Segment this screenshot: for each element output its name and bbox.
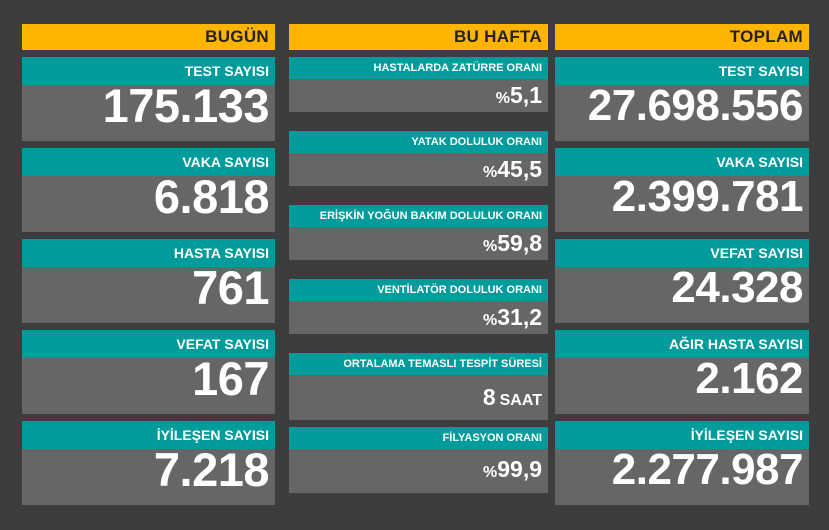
total-case-value: 2.399.781 bbox=[611, 172, 804, 221]
total-critical-value: 2.162 bbox=[695, 354, 803, 403]
percent-sign: % bbox=[483, 464, 498, 481]
total-recovered-card: İYİLEŞEN SAYISI 2.277.987 bbox=[555, 421, 809, 505]
percent-sign: % bbox=[495, 90, 511, 107]
total-recovered-label: İYİLEŞEN SAYISI bbox=[555, 421, 809, 449]
week-icu-label: ERİŞKİN YOĞUN BAKIM DOLULUK ORANI bbox=[289, 205, 548, 227]
total-case-card: VAKA SAYISI 2.399.781 bbox=[555, 148, 809, 232]
week-icu-card: ERİŞKİN YOĞUN BAKIM DOLULUK ORANI %59,8 bbox=[289, 205, 548, 260]
percent-sign: % bbox=[483, 164, 498, 181]
week-bed-label: YATAK DOLULUK ORANI bbox=[289, 131, 548, 153]
week-ventilator-value: %31,2 bbox=[289, 301, 548, 337]
total-death-label: VEFAT SAYISI bbox=[555, 239, 809, 267]
total-recovered-value: 2.277.987 bbox=[611, 445, 804, 494]
today-patient-card: HASTA SAYISI 761 bbox=[22, 239, 275, 323]
week-contact-card: ORTALAMA TEMASLI TESPİT SÜRESİ 8 SAAT bbox=[289, 353, 548, 420]
today-case-label: VAKA SAYISI bbox=[22, 148, 275, 176]
today-test-value: 175.133 bbox=[102, 79, 270, 132]
week-filiation-label: FİLYASYON ORANI bbox=[289, 427, 548, 449]
today-death-value: 167 bbox=[192, 352, 269, 405]
week-contact-unit: SAAT bbox=[499, 392, 542, 409]
today-recovered-value: 7.218 bbox=[153, 443, 270, 496]
total-test-label: TEST SAYISI bbox=[555, 57, 809, 85]
week-bed-number: 45,5 bbox=[497, 156, 542, 182]
week-filiation-number: 99,9 bbox=[497, 456, 542, 482]
today-case-card: VAKA SAYISI 6.818 bbox=[22, 148, 275, 232]
today-patient-value: 761 bbox=[192, 261, 269, 314]
week-pneumonia-label: HASTALARDA ZATÜRRE ORANI bbox=[289, 57, 548, 79]
week-ventilator-number: 31,2 bbox=[497, 304, 542, 330]
week-filiation-value: %99,9 bbox=[289, 449, 548, 493]
today-header: BUGÜN bbox=[22, 24, 275, 50]
today-test-card: TEST SAYISI 175.133 bbox=[22, 57, 275, 141]
percent-sign: % bbox=[483, 238, 498, 255]
week-bed-value: %45,5 bbox=[289, 153, 548, 189]
today-death-label: VEFAT SAYISI bbox=[22, 330, 275, 358]
week-pneumonia-value: %5,1 bbox=[289, 79, 548, 115]
total-header: TOPLAM bbox=[555, 24, 809, 50]
today-patient-label: HASTA SAYISI bbox=[22, 239, 275, 267]
total-test-value: 27.698.556 bbox=[587, 81, 804, 130]
percent-sign: % bbox=[483, 312, 498, 329]
today-recovered-label: İYİLEŞEN SAYISI bbox=[22, 421, 275, 449]
week-ventilator-card: VENTİLATÖR DOLULUK ORANI %31,2 bbox=[289, 279, 548, 334]
week-pneumonia-number: 5,1 bbox=[510, 82, 542, 108]
week-header: BU HAFTA bbox=[289, 24, 548, 50]
week-icu-value: %59,8 bbox=[289, 227, 548, 263]
week-contact-label: ORTALAMA TEMASLI TESPİT SÜRESİ bbox=[289, 353, 548, 375]
week-icu-number: 59,8 bbox=[497, 230, 542, 256]
today-recovered-card: İYİLEŞEN SAYISI 7.218 bbox=[22, 421, 275, 505]
total-critical-card: AĞIR HASTA SAYISI 2.162 bbox=[555, 330, 809, 414]
today-column: BUGÜN TEST SAYISI 175.133 VAKA SAYISI 6.… bbox=[22, 24, 275, 505]
week-column: BU HAFTA HASTALARDA ZATÜRRE ORANI %5,1 Y… bbox=[289, 24, 548, 493]
week-pneumonia-card: HASTALARDA ZATÜRRE ORANI %5,1 bbox=[289, 57, 548, 112]
week-bed-card: YATAK DOLULUK ORANI %45,5 bbox=[289, 131, 548, 186]
today-death-card: VEFAT SAYISI 167 bbox=[22, 330, 275, 414]
week-filiation-card: FİLYASYON ORANI %99,9 bbox=[289, 427, 548, 493]
total-case-label: VAKA SAYISI bbox=[555, 148, 809, 176]
today-test-label: TEST SAYISI bbox=[22, 57, 275, 85]
week-ventilator-label: VENTİLATÖR DOLULUK ORANI bbox=[289, 279, 548, 301]
total-critical-label: AĞIR HASTA SAYISI bbox=[555, 330, 809, 358]
week-contact-value: 8 SAAT bbox=[289, 375, 548, 423]
week-contact-number: 8 bbox=[482, 384, 496, 410]
today-case-value: 6.818 bbox=[153, 170, 270, 223]
total-column: TOPLAM TEST SAYISI 27.698.556 VAKA SAYIS… bbox=[555, 24, 809, 505]
total-death-value: 24.328 bbox=[671, 263, 803, 312]
total-death-card: VEFAT SAYISI 24.328 bbox=[555, 239, 809, 323]
total-test-card: TEST SAYISI 27.698.556 bbox=[555, 57, 809, 141]
